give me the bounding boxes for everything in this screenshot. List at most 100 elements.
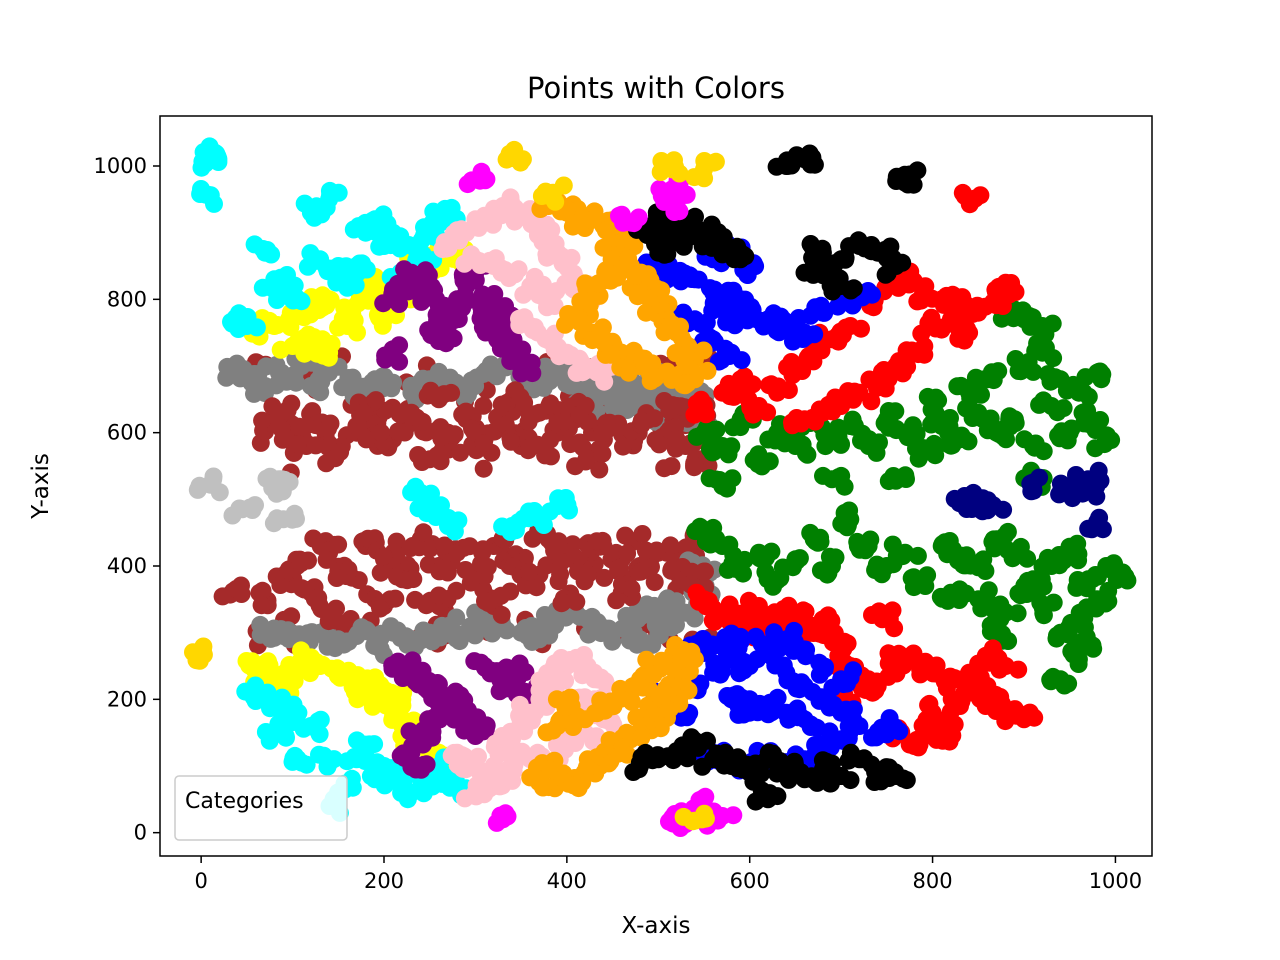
data-point [503, 771, 522, 790]
data-point [1031, 593, 1050, 612]
data-point [784, 332, 802, 351]
data-point [391, 685, 410, 704]
data-point [932, 320, 951, 339]
y-axis-label: Y-axis [28, 453, 54, 520]
data-point [1051, 474, 1070, 493]
data-point [867, 443, 886, 462]
data-point [655, 459, 674, 478]
data-point [1034, 391, 1053, 410]
data-point [593, 318, 612, 337]
data-point [331, 443, 350, 461]
plot-frame [159, 115, 1153, 857]
data-point [317, 198, 336, 217]
data-point [545, 541, 564, 560]
data-point [611, 400, 630, 419]
data-point [827, 634, 846, 653]
data-point [685, 405, 704, 424]
data-point [213, 587, 232, 606]
data-point [486, 249, 505, 268]
data-point [852, 319, 870, 338]
data-point [766, 656, 785, 675]
data-point [942, 436, 960, 455]
data-point [666, 157, 684, 176]
data-point [304, 328, 323, 347]
data-point [915, 345, 934, 364]
data-point [382, 379, 401, 398]
data-point [263, 478, 282, 497]
data-point [631, 562, 650, 581]
data-point [1093, 365, 1112, 384]
data-point [519, 412, 538, 431]
data-point [520, 562, 539, 581]
data-point [674, 375, 693, 394]
data-point [852, 431, 870, 450]
data-point [927, 656, 946, 675]
data-point [796, 644, 815, 663]
data-point [384, 280, 402, 299]
data-point [530, 681, 549, 700]
data-point [801, 306, 820, 325]
data-point [807, 718, 826, 737]
data-point [779, 381, 798, 399]
data-point [815, 425, 834, 444]
data-point [664, 751, 683, 770]
data-point [845, 382, 864, 401]
data-point [815, 303, 834, 322]
data-point [811, 561, 830, 580]
data-point [862, 236, 881, 254]
data-point [317, 296, 336, 315]
data-point [1055, 676, 1074, 695]
data-point [317, 628, 336, 647]
data-point [878, 264, 897, 283]
data-point [432, 428, 451, 447]
data-point [511, 709, 530, 727]
data-point [534, 778, 552, 797]
data-point [437, 334, 455, 353]
data-point [948, 377, 967, 396]
data-point [530, 697, 549, 716]
data-point [682, 270, 701, 288]
data-point [651, 163, 670, 181]
data-point [893, 253, 912, 272]
data-point [624, 623, 643, 642]
data-point [636, 743, 655, 762]
data-point [820, 547, 839, 566]
data-point [366, 391, 385, 410]
data-point [375, 776, 394, 795]
data-point [665, 203, 684, 221]
data-point [953, 288, 972, 307]
data-point [806, 259, 825, 277]
data-point [587, 532, 606, 551]
data-point [889, 644, 908, 663]
data-point [414, 523, 433, 542]
data-point [407, 408, 426, 427]
data-point [855, 749, 874, 768]
data-point [981, 595, 1000, 614]
data-point [505, 756, 524, 774]
data-point [272, 363, 291, 382]
data-point [877, 725, 896, 744]
data-point [768, 764, 786, 783]
data-point [659, 234, 678, 253]
data-point [1041, 672, 1060, 691]
data-point [512, 364, 531, 383]
data-point [260, 656, 279, 675]
data-point [839, 751, 858, 770]
data-point [540, 502, 559, 521]
data-point [455, 721, 474, 740]
data-point [1046, 368, 1065, 387]
data-point [261, 629, 280, 648]
data-point [705, 153, 724, 172]
data-point [618, 544, 637, 563]
data-point [840, 501, 859, 520]
data-point [227, 579, 246, 598]
data-point [288, 435, 307, 454]
data-point [553, 253, 572, 272]
data-point [660, 268, 679, 286]
data-point [596, 221, 615, 240]
data-point [735, 367, 754, 386]
data-point [805, 155, 824, 174]
data-point [318, 757, 337, 776]
data-point [574, 314, 593, 333]
data-point [979, 581, 998, 600]
